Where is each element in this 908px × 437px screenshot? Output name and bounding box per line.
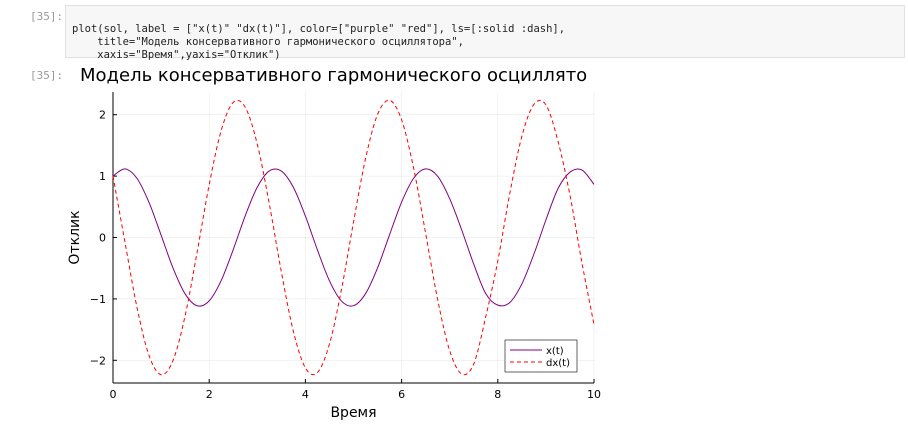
y-tick-label: −2: [90, 354, 106, 367]
code-line: xaxis="Время",yaxis="Отклик"): [72, 49, 281, 61]
y-tick-label: 0: [99, 232, 106, 245]
y-tick-label: 2: [99, 109, 106, 122]
x-tick-label: 6: [398, 388, 405, 401]
x-tick-label: 8: [494, 388, 501, 401]
series-line: [112, 99, 595, 376]
code-line: plot(sol, label = ["x(t)" "dx(t)"], colo…: [72, 23, 566, 35]
input-prompt: [35]:: [30, 10, 64, 23]
y-tick-label: −1: [90, 293, 106, 306]
legend-box: [504, 339, 578, 373]
code-line: title="Модель консервативного гармоничес…: [72, 36, 464, 48]
y-axis-label: Отклик: [67, 210, 83, 264]
x-tick-label: 0: [110, 388, 117, 401]
x-tick-label: 4: [302, 388, 309, 401]
x-axis-label: Время: [330, 405, 376, 421]
chart-title: Модель консервативного гармонического ос…: [80, 65, 587, 86]
output-prompt: [35]:: [30, 69, 64, 82]
x-tick-label: 2: [206, 388, 213, 401]
legend-label: x(t): [546, 346, 564, 357]
y-tick-label: 1: [99, 170, 106, 183]
legend-label: dx(t): [546, 358, 570, 369]
series-line: [112, 168, 595, 307]
chart: Модель консервативного гармонического ос…: [67, 65, 601, 421]
code-cell[interactable]: plot(sol, label = ["x(t)" "dx(t)"], colo…: [65, 5, 905, 61]
x-tick-label: 10: [587, 388, 601, 401]
